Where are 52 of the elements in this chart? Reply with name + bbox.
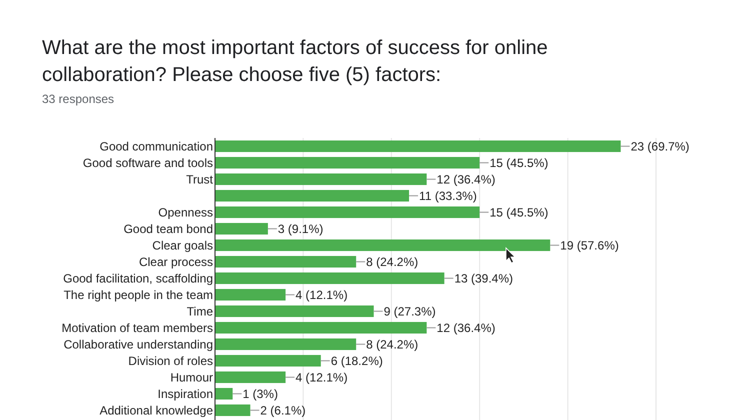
y-tick-label: Division of roles <box>128 354 213 368</box>
data-label: 13 (39.4%) <box>454 271 514 286</box>
bar <box>215 354 321 367</box>
data-label: 3 (9.1%) <box>278 222 324 236</box>
y-tick-label: Inspiration <box>158 386 213 401</box>
y-tick-label: Openness <box>158 205 213 220</box>
text: 33 responses <box>42 92 114 106</box>
bar <box>215 338 356 350</box>
data-label: 12 (36.4%) <box>436 172 496 186</box>
data-label: 8 (24.2%) <box>366 254 418 269</box>
data-label: 4 (12.1%) <box>296 288 348 302</box>
chart-title: What are the most important factors of success for online collaboration? Please choose five (5) factors: <box>42 37 548 86</box>
y-tick-label: Clear goals <box>152 238 213 252</box>
y-tick-label: Trust <box>186 172 214 186</box>
y-tick-label: Good communication <box>100 139 213 154</box>
data-label: 9 (27.3%) <box>384 304 436 318</box>
bar <box>215 322 427 334</box>
y-tick-label: Additional knowledge <box>100 403 214 418</box>
y-tick-label: Humour <box>170 370 213 384</box>
bar <box>215 272 444 284</box>
data-label: 1 (3%) <box>242 386 278 401</box>
y-tick-label: Motivation of team members <box>62 320 213 335</box>
bar <box>215 190 410 202</box>
y-tick-label: Clear process <box>138 254 213 269</box>
data-label: 2 (6.1%) <box>260 403 306 418</box>
data-label: 4 (12.1%) <box>296 370 348 384</box>
data-label: 19 (57.6%) <box>560 238 619 252</box>
bar <box>215 371 286 384</box>
bar <box>215 388 233 400</box>
bar <box>215 404 250 416</box>
y-tick-label: Collaborative understanding <box>64 337 213 352</box>
bar <box>215 256 356 268</box>
bar <box>215 140 621 152</box>
bar <box>215 206 480 218</box>
y-tick-label: Good software and tools <box>82 156 213 170</box>
bar <box>215 222 268 235</box>
bar <box>215 156 480 169</box>
bar <box>215 288 286 301</box>
bar <box>215 305 374 318</box>
y-tick-label: The right people in the team <box>64 288 213 302</box>
y-tick-label: Time <box>186 304 214 318</box>
y-tick-label: Good team bond <box>124 222 213 236</box>
data-label: 23 (69.7%) <box>630 139 690 154</box>
bar <box>215 239 550 252</box>
data-label: 15 (45.5%) <box>490 156 548 170</box>
y-tick-label: Good facilitation, scaffolding <box>63 271 213 286</box>
bar <box>215 173 427 186</box>
data-label: 12 (36.4%) <box>436 320 496 335</box>
data-label: 6 (18.2%) <box>330 354 383 368</box>
data-label: 15 (45.5%) <box>490 205 548 220</box>
data-label: 8 (24.2%) <box>366 337 418 352</box>
data-label: 11 (33.3%) <box>419 188 477 203</box>
